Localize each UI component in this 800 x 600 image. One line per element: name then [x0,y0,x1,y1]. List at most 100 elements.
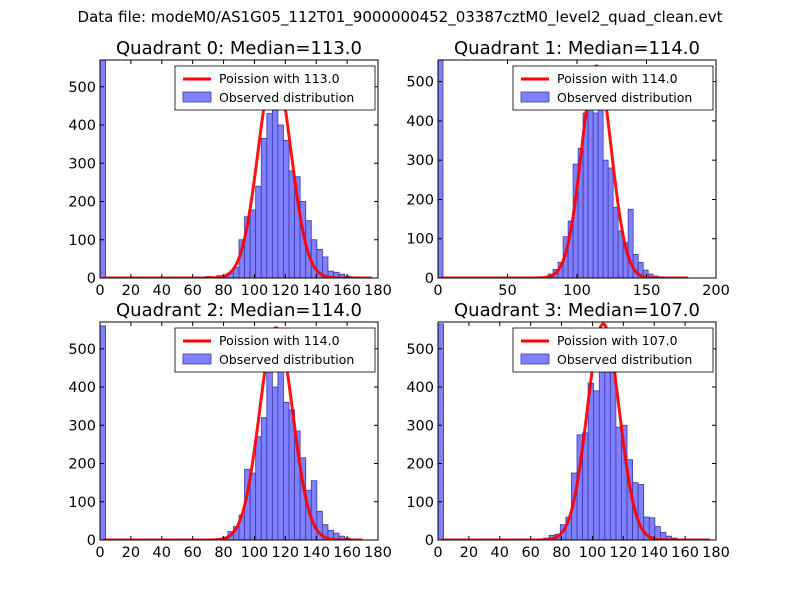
axes-frame [99,321,379,541]
histogram-bar [255,185,262,278]
x-tick-label: 180 [702,545,730,561]
x-tick-label: 150 [633,283,661,299]
y-tick-label: 400 [406,114,434,130]
y-tick-label: 500 [68,342,96,358]
y-tick-label: 300 [68,418,96,434]
histogram-bar [277,124,284,278]
x-tick-label: 100 [563,283,591,299]
x-tick-label: 20 [122,545,140,561]
x-tick-label: 80 [214,545,232,561]
plot-area [100,325,364,540]
histogram-bar [271,107,279,278]
y-tick-label: 300 [406,418,434,434]
histogram-bar [260,417,268,540]
x-tick-label: 200 [702,283,730,299]
x-tick-label: 180 [364,545,392,561]
x-tick-label: 60 [183,545,201,561]
histogram-bar [627,208,634,278]
x-tick-label: 180 [364,283,392,299]
y-tick-label: 100 [68,233,96,249]
panel-title: Quadrant 2: Median=114.0 [116,300,362,321]
panel-quadrant-3: 0 20 40 60 80 100 120 140 160 1800100200300400500… [406,300,730,561]
histogram-bar [288,170,296,278]
y-tick-label: 200 [68,457,96,473]
y-tick-label: 200 [68,195,96,211]
x-tick-label: 160 [671,545,699,561]
histogram-bar [602,159,609,278]
legend-box [174,327,376,373]
y-tick-label: 500 [68,80,96,96]
figure-suptitle: Data file: modeM0/AS1G05_112T01_90000004… [77,8,723,26]
y-tick-label: 0 [425,533,434,549]
x-tick-label: 100 [241,283,269,299]
x-tick-label: 0 [95,283,104,299]
histogram-bar [438,60,444,278]
x-tick-label: 20 [122,283,140,299]
x-tick-label: 40 [491,545,509,561]
legend-box [512,327,714,373]
histogram-bar [255,436,262,540]
histogram-bar [310,480,318,540]
legend-line-label: Poission with 114.0 [219,333,340,348]
x-tick-label: 80 [552,545,570,561]
y-tick-label: 100 [68,495,96,511]
panel-title: Quadrant 3: Median=107.0 [454,300,700,321]
y-tick-label: 200 [406,192,434,208]
histogram-bar [592,112,599,278]
histogram-bar [597,104,604,278]
y-tick-label: 0 [87,271,96,287]
histogram-bar [100,60,106,278]
histogram-bar [604,359,611,540]
x-tick-label: 120 [609,545,637,561]
legend: Poission with 107.0 Observed distribution [512,327,714,373]
y-tick-label: 100 [406,232,434,248]
histogram-bar [283,401,290,540]
y-tick-label: 400 [68,118,96,134]
x-tick-label: 140 [302,545,330,561]
histogram-bar [266,113,273,278]
y-tick-label: 0 [425,271,434,287]
x-tick-label: 140 [640,545,668,561]
histogram-bar [612,206,619,278]
x-tick-label: 60 [521,545,539,561]
histogram-bar [283,139,290,278]
legend-bar-label: Observed distribution [557,90,692,105]
y-tick-label: 400 [68,380,96,396]
legend-bar-swatch [520,91,550,103]
y-tick-label: 200 [406,457,434,473]
histogram-bar [438,323,444,540]
legend-line-label: Poission with 107.0 [557,333,678,348]
histogram-bar [609,363,617,540]
legend-box [512,65,714,111]
histogram-bar [249,472,257,540]
axes-frame [437,321,717,541]
histogram-bar [277,359,284,540]
y-tick-label: 400 [406,380,434,396]
x-tick-label: 0 [95,545,104,561]
poisson-curve [102,66,373,278]
y-tick-label: 500 [406,75,434,91]
x-tick-label: 0 [433,545,442,561]
y-tick-label: 300 [406,153,434,169]
x-tick-label: 50 [498,283,516,299]
plot-area [100,60,373,278]
legend-line-label: Poission with 113.0 [219,71,340,86]
histogram-bar [310,239,318,278]
x-tick-label: 160 [333,283,361,299]
x-tick-label: 40 [153,545,171,561]
x-tick-label: 120 [271,283,299,299]
x-tick-label: 0 [433,283,442,299]
panel-quadrant-0: 0 20 40 60 80 100 120 140 160 1800100200300400500… [68,38,392,299]
legend: Poission with 114.0 Observed distribution [174,327,376,373]
histogram-bar [615,426,622,540]
histogram-bar [249,209,257,278]
x-tick-label: 160 [333,545,361,561]
legend: Poission with 113.0 Observed distribution [174,65,376,111]
legend-bar-swatch [182,91,212,103]
x-tick-label: 80 [214,283,232,299]
legend-bar-label: Observed distribution [219,352,354,367]
panel-quadrant-2: 0 20 40 60 80 100 120 140 160 1800100200300400500… [68,300,392,561]
y-tick-label: 500 [406,342,434,358]
legend-bar-swatch [182,353,212,365]
